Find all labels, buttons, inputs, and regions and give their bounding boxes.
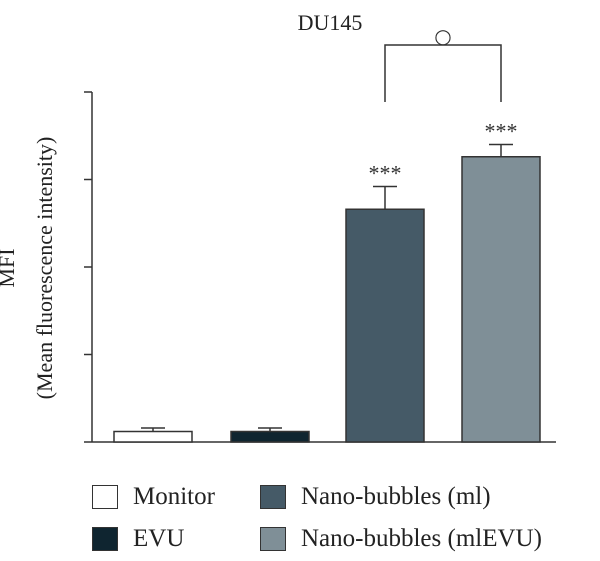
bar-2 <box>345 208 425 443</box>
significance-label-3: *** <box>485 119 518 144</box>
y-axis-label-line2: (Mean fluorescence intensity) <box>32 137 57 400</box>
legend-item-nano-bubbles-mlevu: Nano-bubbles (mlEVU) <box>260 524 542 554</box>
legend: Monitor Nano-bubbles (ml) EVU Nano-bubbl… <box>92 482 600 554</box>
legend-swatch-nano-bubbles-mlevu <box>260 527 286 551</box>
y-axis-label-line1: MFI <box>0 248 19 287</box>
bar-chart: DU145 MFI (Mean fluorescence intensity) … <box>0 10 556 443</box>
significance-label-2: *** <box>369 161 402 186</box>
legend-item-nano-bubbles-ml: Nano-bubbles (ml) <box>260 482 491 512</box>
legend-label-monitor: Monitor <box>133 483 215 510</box>
chart-title: DU145 <box>298 10 363 35</box>
legend-item-evu: EVU <box>92 524 184 554</box>
legend-label-nano-bubbles-ml: Nano-bubbles (ml) <box>301 483 491 510</box>
bar-3 <box>461 156 541 443</box>
legend-label-nano-bubbles-mlevu: Nano-bubbles (mlEVU) <box>301 525 542 552</box>
comparison-bracket <box>384 44 502 102</box>
legend-item-monitor: Monitor <box>92 482 215 512</box>
legend-swatch-nano-bubbles-ml <box>260 485 286 509</box>
bar-1 <box>230 430 310 443</box>
legend-label-evu: EVU <box>133 525 185 552</box>
bar-0 <box>113 430 193 443</box>
legend-swatch-evu <box>92 527 118 551</box>
comparison-marker: ○ <box>434 24 451 48</box>
legend-swatch-monitor <box>92 485 118 509</box>
